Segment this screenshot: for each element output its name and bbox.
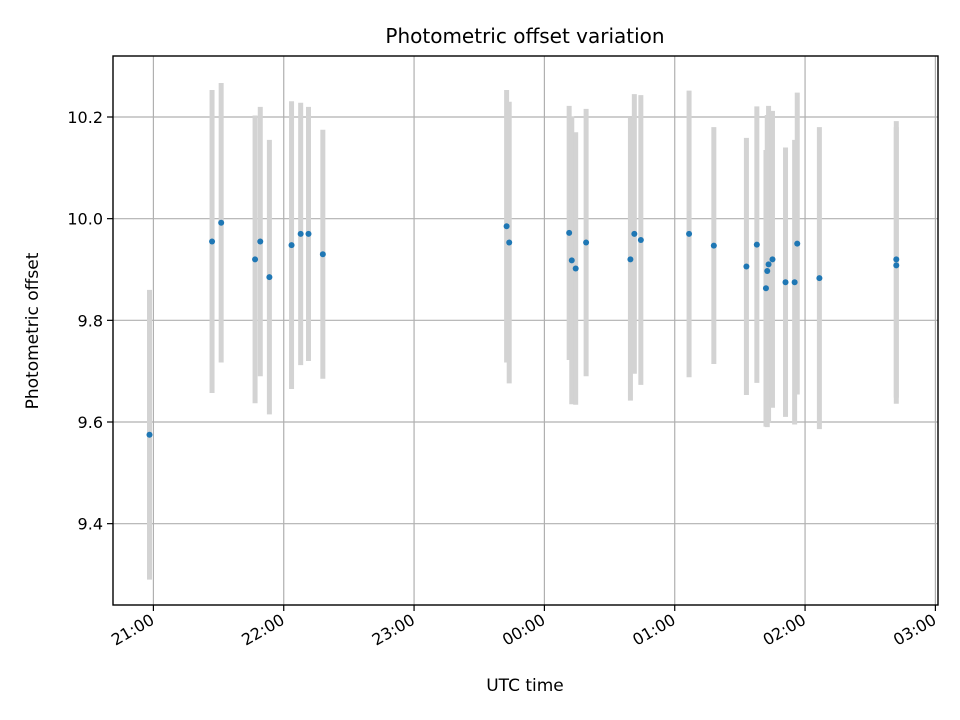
y-axis-label: Photometric offset	[23, 252, 43, 409]
data-point	[637, 237, 644, 244]
data-point	[769, 256, 776, 263]
plot-frame	[112, 55, 939, 606]
data-point	[568, 257, 575, 264]
data-point	[686, 230, 693, 237]
y-tick-label: 10.0	[67, 210, 103, 229]
data-point	[146, 431, 153, 438]
data-point	[566, 229, 573, 236]
x-axis-label: UTC time	[486, 676, 564, 696]
data-point	[266, 274, 273, 281]
data-point	[252, 256, 259, 263]
data-point	[765, 261, 772, 268]
data-point	[893, 256, 900, 263]
data-point	[893, 262, 900, 269]
data-point	[209, 238, 216, 245]
data-point	[791, 279, 798, 286]
data-points	[146, 219, 900, 438]
y-tick-label: 9.4	[78, 515, 103, 534]
data-point	[631, 230, 638, 237]
data-point	[762, 285, 769, 292]
data-point	[816, 275, 823, 282]
grid-lines	[113, 56, 938, 605]
data-point	[627, 256, 634, 263]
data-point	[782, 279, 789, 286]
data-point	[764, 268, 771, 275]
data-point	[257, 238, 264, 245]
data-point	[319, 251, 326, 258]
y-tick-label: 9.8	[78, 311, 103, 330]
data-point	[710, 242, 717, 249]
data-point	[794, 240, 801, 247]
data-point	[288, 242, 295, 249]
data-point	[753, 241, 760, 248]
y-tick-label: 10.2	[67, 108, 103, 127]
y-tick-label: 9.6	[78, 413, 103, 432]
data-point	[218, 219, 225, 226]
data-point	[305, 230, 312, 237]
data-point	[583, 239, 590, 246]
data-point	[743, 263, 750, 270]
data-point	[503, 223, 510, 230]
data-point	[297, 230, 304, 237]
chart-title: Photometric offset variation	[385, 24, 664, 48]
data-point	[572, 265, 579, 272]
data-point	[506, 239, 513, 246]
